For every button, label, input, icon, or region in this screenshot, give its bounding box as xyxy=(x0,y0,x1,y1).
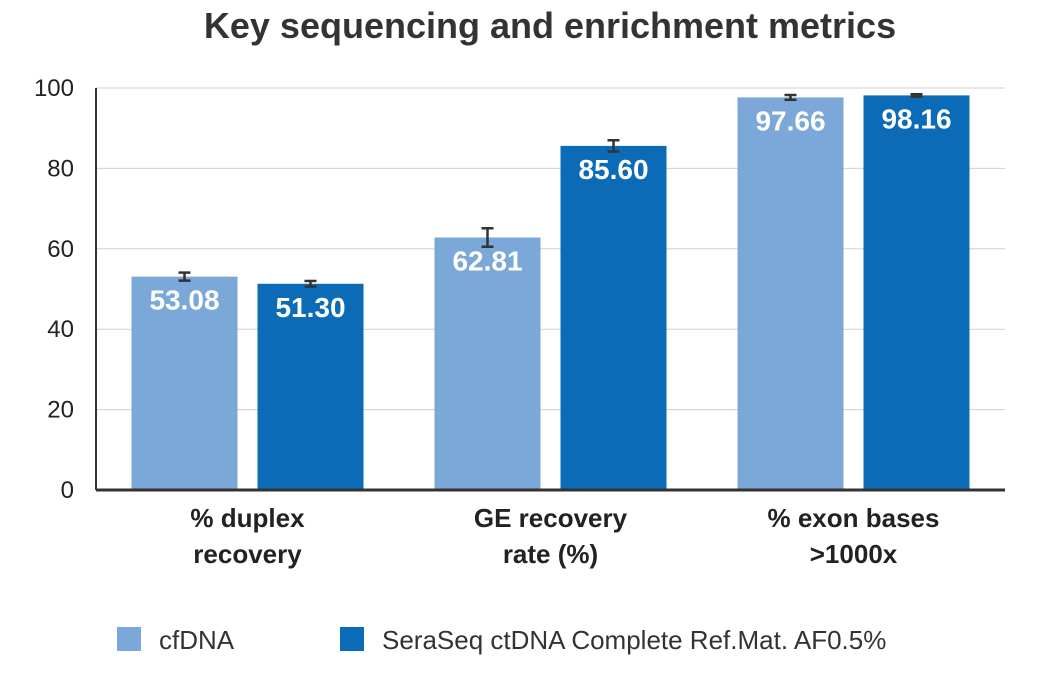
legend-label-cfdna: cfDNA xyxy=(159,625,235,655)
x-category-label: recovery xyxy=(193,539,302,569)
y-tick-label: 80 xyxy=(47,155,74,182)
y-tick-label: 60 xyxy=(47,236,74,263)
legend-label-seraseq: SeraSeq ctDNA Complete Ref.Mat. AF0.5% xyxy=(382,625,886,655)
gridlines xyxy=(96,87,1005,411)
bar-cfdna-0 xyxy=(131,276,238,490)
error-bar xyxy=(607,139,620,153)
y-tick-label: 40 xyxy=(47,316,74,343)
chart-title: Key sequencing and enrichment metrics xyxy=(204,5,896,46)
data-label: 51.30 xyxy=(275,292,345,323)
y-tick-label: 100 xyxy=(34,75,74,102)
data-label: 85.60 xyxy=(578,154,648,185)
x-category-label: GE recovery xyxy=(474,503,628,533)
data-labels: 53.08 51.30 62.81 85.60 97.66 98.16 xyxy=(149,103,951,322)
x-category-label: >1000x xyxy=(810,539,898,569)
x-category-label: % duplex xyxy=(190,503,305,533)
x-category-label: % exon bases xyxy=(768,503,940,533)
error-bar xyxy=(304,279,317,288)
legend: cfDNA SeraSeq ctDNA Complete Ref.Mat. AF0… xyxy=(117,625,886,655)
bar-cfdna-2 xyxy=(737,97,844,490)
bars xyxy=(131,92,970,491)
bar-seraseq-0 xyxy=(257,283,364,490)
error-bar xyxy=(910,92,923,98)
bar-cfdna-1 xyxy=(434,237,541,490)
data-label: 53.08 xyxy=(149,285,219,316)
legend-swatch-cfdna xyxy=(117,627,141,651)
bar-seraseq-1 xyxy=(560,145,667,490)
axes: 0 20 40 60 80 100 % duplex recovery GE recovery r… xyxy=(34,75,1005,569)
legend-swatch-seraseq xyxy=(340,627,364,651)
data-label: 98.16 xyxy=(881,103,951,134)
error-bar xyxy=(178,271,191,282)
x-category-label: rate (%) xyxy=(503,539,598,569)
bar-seraseq-2 xyxy=(863,95,970,491)
y-tick-label: 20 xyxy=(47,397,74,424)
data-label: 62.81 xyxy=(452,246,522,277)
y-tick-label: 0 xyxy=(61,477,74,504)
data-label: 97.66 xyxy=(755,105,825,136)
error-bar xyxy=(481,227,494,248)
error-bar xyxy=(784,93,797,102)
